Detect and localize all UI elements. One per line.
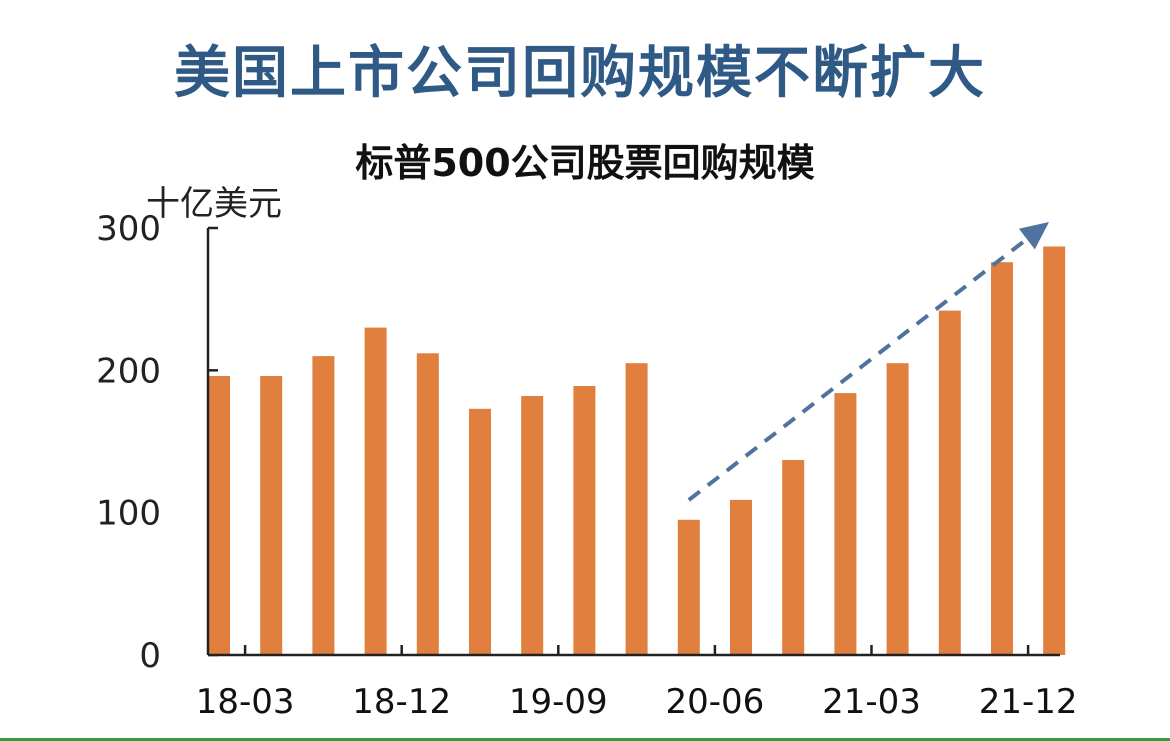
- y-axis-unit-label: 十亿美元: [146, 184, 282, 224]
- y-tick-label: 0: [139, 636, 161, 676]
- x-tick-label: 21-12: [979, 682, 1078, 722]
- bar: [677, 519, 700, 655]
- y-tick-label: 300: [96, 209, 161, 249]
- x-tick-label: 21-03: [822, 682, 921, 722]
- bar: [991, 262, 1013, 655]
- trend-arrow-head: [1018, 222, 1049, 250]
- bar: [938, 310, 961, 655]
- bar: [834, 393, 857, 655]
- axes-group: [206, 228, 1060, 657]
- x-tick-label: 20-06: [666, 682, 765, 722]
- x-axis-ticks: 18-03 18-12 19-09 20-06 21-03 21-12: [196, 645, 1078, 722]
- x-tick-label: 18-03: [196, 682, 295, 722]
- x-tick-label: 19-09: [509, 682, 608, 722]
- bar: [469, 408, 491, 655]
- bar: [886, 363, 909, 655]
- page-headline: 美国上市公司回购规模不断扩大: [174, 41, 986, 106]
- bar: [782, 460, 805, 655]
- bars-group: [208, 246, 1066, 655]
- bar: [730, 499, 752, 655]
- y-axis-ticks: 0 100 200 300: [96, 209, 218, 676]
- trend-arrow-group: [687, 222, 1049, 502]
- bar: [573, 386, 596, 655]
- bar: [1043, 246, 1066, 655]
- trend-arrow-line: [687, 237, 1029, 502]
- bar: [260, 376, 283, 655]
- bar: [312, 356, 335, 655]
- bar: [364, 327, 387, 655]
- bottom-border: [0, 738, 1170, 741]
- bar: [208, 376, 230, 655]
- chart-title: 标普500公司股票回购规模: [355, 141, 815, 185]
- bar: [416, 353, 439, 655]
- y-tick-label: 100: [96, 494, 161, 534]
- bar: [625, 363, 648, 655]
- y-tick-label: 200: [96, 351, 161, 391]
- bar: [521, 396, 544, 655]
- x-tick-label: 18-12: [352, 682, 451, 722]
